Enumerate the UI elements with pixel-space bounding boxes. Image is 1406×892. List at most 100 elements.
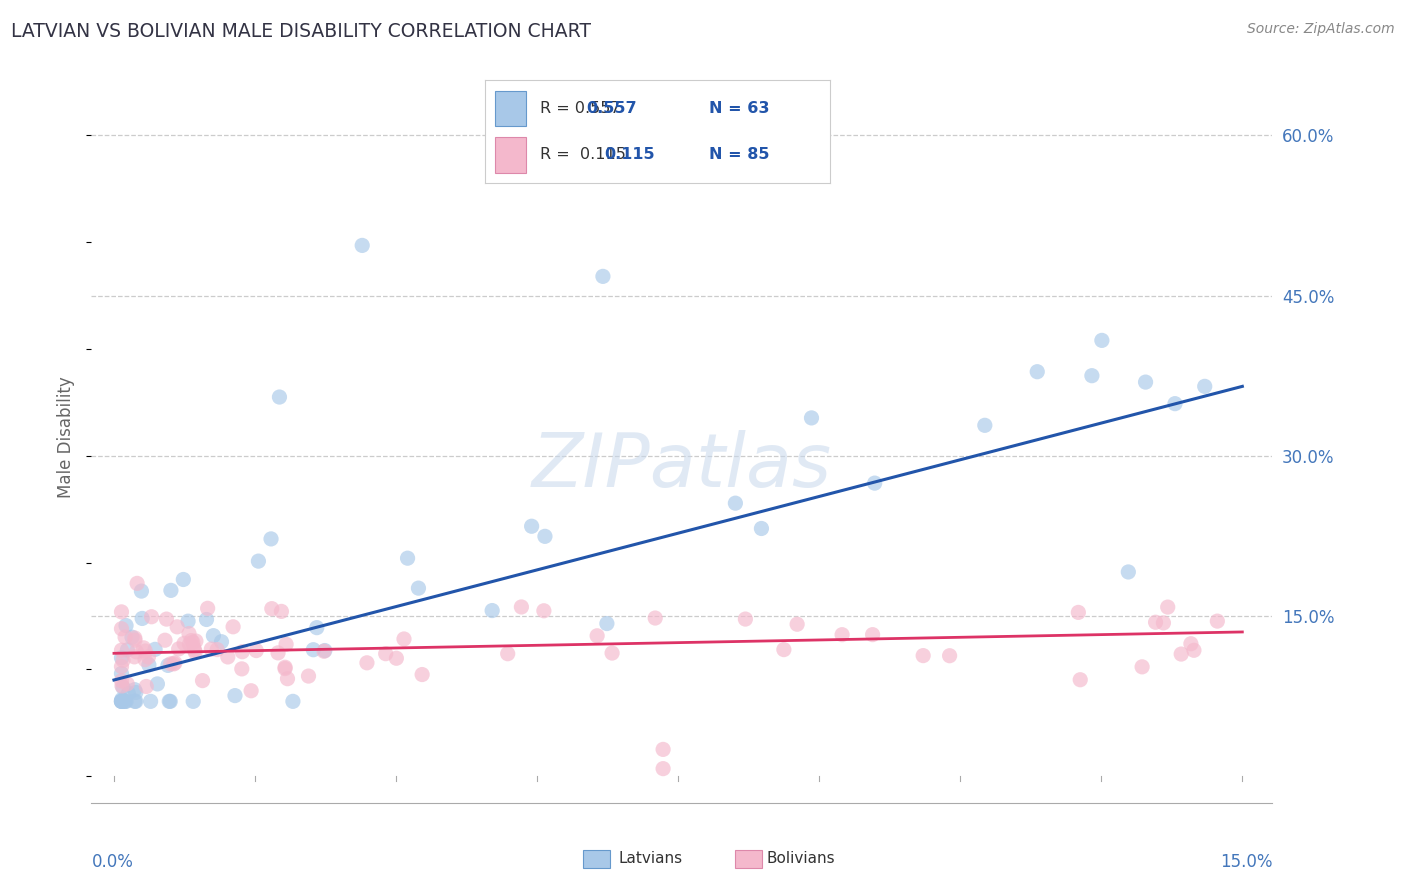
Point (117, 643, 139, 657)
Point (534, 529, 557, 543)
Text: 0.557: 0.557 (586, 101, 637, 116)
Point (177, 626, 200, 640)
Point (751, 521, 773, 535)
Point (314, 643, 336, 657)
Text: 15.0%: 15.0% (1220, 853, 1272, 871)
Point (146, 677, 169, 691)
Point (1206, 614, 1229, 628)
Point (312, 644, 335, 658)
Point (160, 583, 183, 598)
Point (408, 581, 430, 595)
Point (124, 682, 146, 697)
Point (1135, 375, 1157, 389)
Point (396, 551, 419, 566)
Point (274, 637, 297, 651)
Point (863, 476, 886, 491)
Point (297, 669, 319, 683)
Point (114, 694, 136, 708)
Point (110, 673, 132, 688)
Point (1180, 637, 1202, 651)
Point (125, 685, 148, 699)
Point (111, 679, 134, 693)
Point (302, 642, 325, 657)
Point (1182, 643, 1205, 657)
Point (159, 657, 181, 671)
Point (110, 694, 132, 708)
Point (125, 694, 148, 708)
Point (166, 620, 188, 634)
Point (231, 645, 253, 659)
Point (652, 742, 675, 756)
Point (247, 554, 270, 568)
Point (111, 692, 134, 706)
Point (156, 658, 179, 673)
Point (202, 629, 225, 643)
Point (110, 622, 132, 636)
Point (124, 649, 146, 664)
Text: Bolivians: Bolivians (766, 851, 835, 865)
Point (110, 666, 132, 681)
Text: 0.0%: 0.0% (91, 853, 134, 871)
Point (138, 657, 160, 672)
Point (356, 656, 378, 670)
Point (191, 673, 214, 688)
Point (773, 642, 796, 657)
Point (267, 646, 290, 660)
Point (1144, 615, 1167, 630)
Point (195, 612, 218, 626)
Point (110, 605, 132, 619)
Text: Latvians: Latvians (619, 851, 683, 865)
Point (274, 662, 297, 676)
Point (281, 694, 304, 708)
Point (163, 657, 186, 671)
Point (800, 411, 823, 425)
Point (117, 686, 139, 700)
Point (139, 694, 162, 708)
Point (496, 647, 519, 661)
Point (135, 680, 157, 694)
Text: R =  0.115: R = 0.115 (540, 147, 626, 162)
Point (592, 269, 614, 284)
Point (240, 683, 263, 698)
Text: ZIPatlas: ZIPatlas (531, 430, 832, 502)
Point (260, 532, 283, 546)
Point (520, 519, 543, 533)
Point (211, 634, 233, 648)
Text: N = 85: N = 85 (709, 147, 769, 162)
Point (111, 653, 134, 667)
Point (177, 614, 200, 628)
Point (159, 694, 181, 708)
Point (131, 611, 153, 625)
Point (114, 630, 136, 644)
Point (222, 620, 245, 634)
Point (276, 672, 298, 686)
Point (183, 643, 205, 657)
Point (115, 618, 138, 632)
Point (134, 653, 156, 667)
Point (217, 649, 239, 664)
Point (110, 650, 132, 665)
FancyBboxPatch shape (495, 136, 526, 173)
Point (115, 677, 138, 691)
Point (260, 601, 283, 615)
Point (181, 694, 204, 708)
Point (184, 645, 207, 659)
Point (510, 599, 533, 614)
Point (1170, 647, 1192, 661)
Point (141, 609, 163, 624)
Point (786, 617, 808, 632)
Y-axis label: Male Disability: Male Disability (58, 376, 76, 498)
Point (912, 648, 935, 663)
Point (115, 694, 138, 708)
Point (124, 694, 146, 708)
Text: N = 63: N = 63 (709, 101, 769, 116)
Text: LATVIAN VS BOLIVIAN MALE DISABILITY CORRELATION CHART: LATVIAN VS BOLIVIAN MALE DISABILITY CORR… (11, 22, 592, 41)
Point (134, 644, 156, 658)
Point (831, 628, 853, 642)
Point (533, 604, 555, 618)
Point (183, 640, 205, 654)
Point (110, 643, 132, 657)
Point (197, 601, 219, 615)
Point (231, 662, 253, 676)
Point (392, 632, 415, 646)
